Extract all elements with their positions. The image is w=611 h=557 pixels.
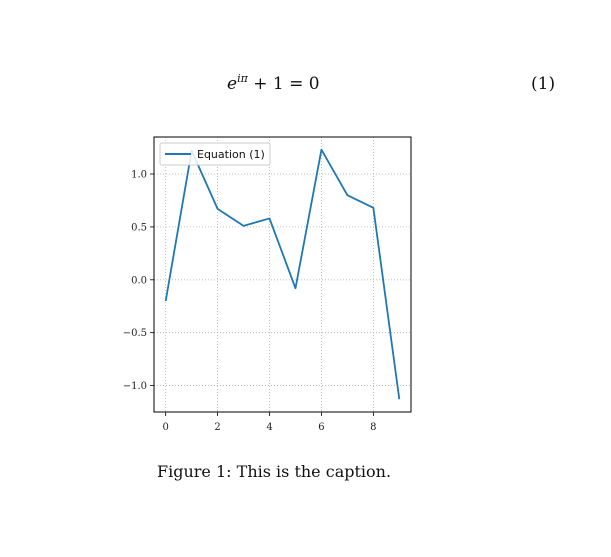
x-tick-label: 0	[162, 422, 168, 433]
caption-text: This is the caption.	[236, 462, 392, 481]
legend-box	[159, 142, 271, 166]
x-tick-label: 4	[266, 422, 272, 433]
y-tick-label: 0.5	[131, 222, 147, 233]
y-tick-label: 1.0	[131, 170, 147, 181]
legend: Equation (1)	[159, 142, 271, 166]
equation-body: eiπ + 1 = 0	[227, 72, 320, 94]
series-line-equation-1	[164, 148, 401, 400]
x-tick-label: 6	[318, 422, 324, 433]
axis-ticks: 0 2 4 6 8 −1.0 −0.5 0.0 0.5 1.0	[123, 170, 377, 433]
caption-label: Figure 1:	[157, 462, 232, 481]
y-tick-label: −0.5	[123, 328, 147, 339]
equation-number: (1)	[531, 74, 556, 94]
equation-rest: + 1 = 0	[247, 74, 320, 94]
plot-frame	[153, 136, 412, 413]
legend-label-equation-1: Equation (1)	[197, 148, 265, 161]
equation-base: e	[227, 74, 238, 94]
equation-exponent: iπ	[237, 72, 248, 85]
series-layer	[164, 148, 401, 400]
y-tick-label: −1.0	[123, 381, 147, 392]
figure-caption: Figure 1: This is the caption.	[157, 462, 391, 481]
x-tick-label: 8	[370, 422, 376, 433]
grid-lines	[154, 137, 411, 412]
y-tick-label: 0.0	[131, 275, 147, 286]
display-equation: eiπ + 1 = 0 (1)	[0, 72, 611, 100]
x-tick-label: 2	[214, 422, 220, 433]
